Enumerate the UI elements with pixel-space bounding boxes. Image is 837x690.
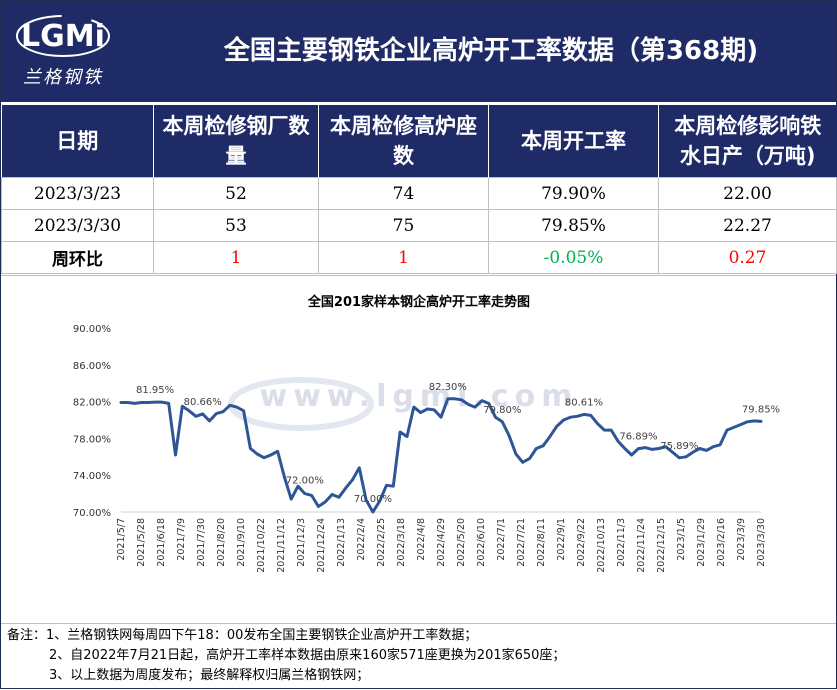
y-tick-label: 74.00% [73, 471, 111, 482]
y-tick-label: 70.00% [73, 508, 111, 519]
x-tick-label: 2022/4/29 [436, 518, 447, 567]
watermark-logo-ring [228, 377, 374, 431]
x-tick-label: 2021/11/12 [276, 518, 287, 573]
x-tick-label: 2021/8/20 [216, 518, 227, 567]
notes-section: 备注：1、兰格钢铁网每周四下午18：00发布全国主要钢铁企业高炉开工率数据； 2… [1, 623, 836, 690]
x-tick-label: 2021/6/18 [156, 518, 167, 567]
table-cell-change-down: -0.05% [488, 241, 659, 274]
x-tick-label: 2022/2/4 [356, 518, 367, 561]
x-tick-label: 2022/2/25 [376, 518, 387, 567]
x-tick-label: 2022/7/1 [496, 518, 507, 561]
table-cell-change-up: 1 [318, 241, 489, 274]
x-tick-label: 2021/10/22 [256, 518, 267, 573]
y-tick-label: 90.00% [73, 324, 111, 335]
x-tick-label: 2022/8/11 [536, 518, 547, 567]
data-label: 75.89% [660, 441, 698, 452]
data-label: 79.85% [742, 404, 780, 415]
table-row: 2023/3/23 52 74 79.90% 22.00 [1, 177, 837, 210]
x-tick-label: 2022/5/20 [456, 518, 467, 567]
column-header-date: 日期 [1, 105, 154, 178]
column-header-output: 本周检修影响铁水日产（万吨) [658, 105, 837, 178]
x-tick-label: 2022/9/22 [576, 518, 587, 567]
series-line [119, 397, 763, 514]
x-tick-label: 2021/5/28 [136, 518, 147, 567]
column-header-furnaces: 本周检修高炉座数 [318, 105, 489, 178]
table-cell: 22.00 [658, 177, 837, 210]
line-chart: www.lgmi.com 全国201家样本钢企高炉开工率走势图 70.00% 74.0… [73, 294, 780, 573]
summary-table: 日期 本周检修钢厂数量 本周检修高炉座数 本周开工率 本周检修影响铁水日产（万吨… [1, 105, 837, 274]
page-title: 全国主要钢铁企业高炉开工率数据（第368期) [223, 36, 759, 66]
column-header-rate: 本周开工率 [488, 105, 659, 178]
x-tick-label: 2021/12/3 [296, 518, 307, 567]
data-label: 81.95% [136, 385, 174, 396]
data-label: 82.30% [429, 382, 467, 393]
lgmi-logo: LGMi 兰格钢铁 [15, 13, 111, 89]
logo-subtitle: 兰格钢铁 [23, 67, 103, 88]
y-tick-label: 82.00% [73, 398, 111, 409]
watermark: www.lgmi.com [260, 379, 579, 414]
table-cell-change-up: 0.27 [658, 241, 837, 274]
x-tick-label: 2022/6/10 [476, 518, 487, 567]
table-cell: 79.90% [488, 177, 659, 210]
data-label: 76.89% [619, 432, 657, 443]
table-cell: 52 [153, 177, 319, 210]
note-line-1: 备注：1、兰格钢铁网每周四下午18：00发布全国主要钢铁企业高炉开工率数据； [7, 628, 478, 643]
x-tick-label: 2022/12/15 [656, 518, 667, 573]
x-tick-label: 2021/7/30 [196, 518, 207, 567]
table-cell: 74 [318, 177, 489, 210]
logo-text: LGMi [21, 19, 105, 54]
x-tick-label: 2021/5/7 [116, 518, 127, 561]
note-line-2: 2、自2022年7月21日起，高炉开工率样本数据由原来160家571座更换为20… [49, 648, 566, 663]
x-tick-label: 2021/7/9 [176, 518, 187, 561]
table-cell: 75 [318, 209, 489, 242]
table-cell-label: 周环比 [1, 241, 154, 274]
data-label: 70.00% [354, 494, 392, 505]
table-cell: 2023/3/23 [1, 177, 154, 210]
column-header-mills: 本周检修钢厂数量 [153, 105, 319, 178]
x-tick-label: 2023/3/30 [756, 518, 767, 567]
y-tick-label: 78.00% [73, 434, 111, 445]
x-tick-label: 2023/1/5 [676, 518, 687, 561]
data-label: 80.66% [184, 397, 222, 408]
table-cell: 2023/3/30 [1, 209, 154, 242]
note-line-3: 3、以上数据为周度发布；最终解释权归属兰格钢铁网； [49, 668, 370, 683]
x-tick-label: 2022/4/8 [416, 518, 427, 561]
x-tick-label: 2021/9/10 [236, 518, 247, 567]
y-tick-label: 86.00% [73, 361, 111, 372]
x-tick-label: 2023/1/29 [696, 518, 707, 567]
x-tick-label: 2021/12/24 [316, 518, 327, 573]
table-cell: 53 [153, 209, 319, 242]
x-tick-label: 2022/11/3 [616, 518, 627, 567]
data-label: 79.80% [483, 405, 521, 416]
x-tick-label: 2022/3/18 [396, 518, 407, 567]
x-tick-label: 2022/1/13 [336, 518, 347, 567]
x-tick-label: 2023/3/9 [736, 518, 747, 561]
x-tick-label: 2022/11/24 [636, 518, 647, 573]
report-header: LGMi 兰格钢铁 全国主要钢铁企业高炉开工率数据（第368期) [1, 1, 836, 102]
chart-area: www.lgmi.com 全国201家样本钢企高炉开工率走势图 70.00% 74.0… [1, 275, 836, 624]
table-row: 2023/3/30 53 75 79.85% 22.27 [1, 209, 837, 242]
table-cell-change-up: 1 [153, 241, 319, 274]
data-label: 72.00% [286, 476, 324, 487]
x-tick-label: 2022/9/1 [556, 518, 567, 561]
table-cell: 79.85% [488, 209, 659, 242]
x-tick-label: 2023/2/16 [716, 518, 727, 567]
x-tick-label: 2022/7/21 [516, 518, 527, 567]
table-header-row: 日期 本周检修钢厂数量 本周检修高炉座数 本周开工率 本周检修影响铁水日产（万吨… [1, 105, 837, 178]
data-label: 80.61% [565, 397, 603, 408]
chart-title: 全国201家样本钢企高炉开工率走势图 [307, 294, 530, 310]
x-tick-label: 2022/10/13 [596, 518, 607, 573]
table-cell: 22.27 [658, 209, 837, 242]
table-row-week-change: 周环比 1 1 -0.05% 0.27 [1, 241, 837, 274]
lgmi-logo-mark: LGMi [16, 15, 110, 57]
